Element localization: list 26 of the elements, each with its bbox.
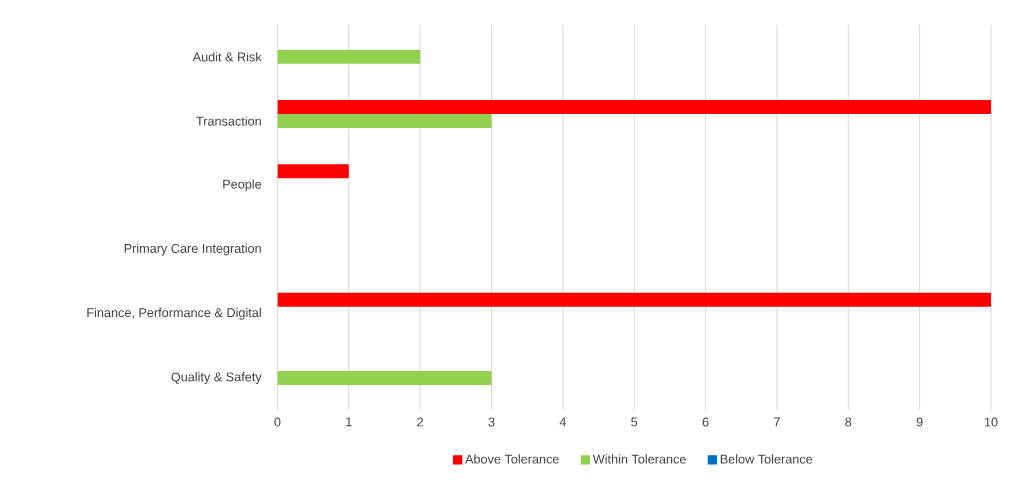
y-tick-label: Primary Care Integration — [124, 243, 261, 256]
bar — [277, 49, 421, 64]
x-tick-label: 1 — [346, 417, 352, 427]
bar — [277, 113, 492, 128]
legend-label: Above Tolerance — [465, 454, 559, 464]
x-tick-label: 9 — [916, 417, 923, 427]
x-tick-label: 4 — [559, 417, 567, 427]
bar — [277, 99, 991, 114]
y-tick-label: Audit & Risk — [192, 52, 262, 62]
bar — [277, 370, 492, 385]
y-tick-label: People — [223, 179, 262, 192]
y-tick-label: Quality & Safety — [171, 372, 262, 384]
x-tick-label: 8 — [845, 417, 852, 427]
x-tick-label: 0 — [274, 417, 281, 427]
x-tick-label: 3 — [488, 417, 495, 427]
bar — [277, 292, 991, 307]
x-tick-label: 7 — [774, 417, 780, 427]
x-tick-label: 2 — [417, 417, 424, 427]
x-tick-label: 10 — [984, 417, 998, 427]
legend-label: Below Tolerance — [720, 454, 813, 464]
legend-label: Within Tolerance — [592, 454, 686, 464]
x-tick-label: 6 — [702, 417, 709, 427]
x-tick-label: 5 — [631, 417, 638, 427]
y-tick-label: Transaction — [196, 116, 261, 126]
bar — [277, 164, 349, 179]
y-tick-label: Finance, Performance & Digital — [87, 307, 261, 320]
